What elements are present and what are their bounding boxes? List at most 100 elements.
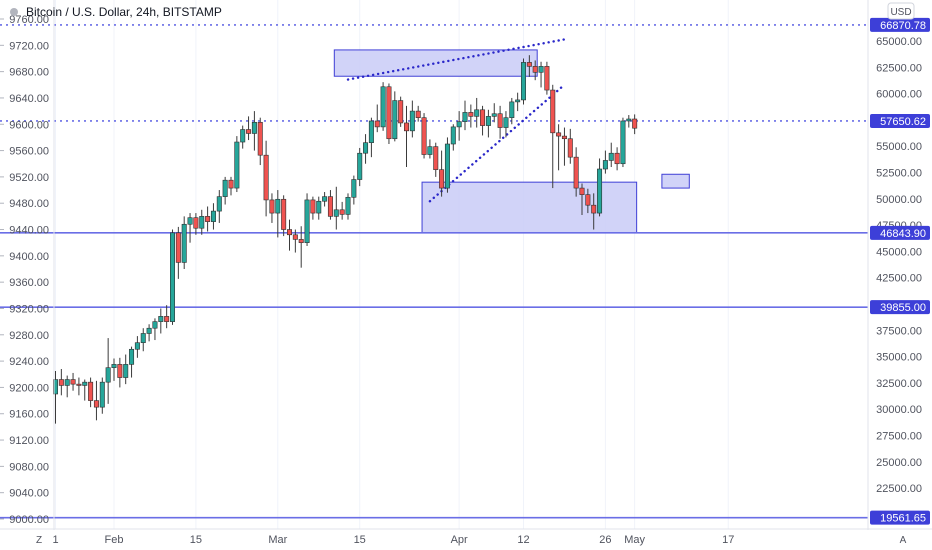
level-price-badge [870,17,930,32]
candles-series [52,55,638,424]
level-price-badge-label: 39855.00 [880,302,926,314]
right-axis-tick-label: 35000.00 [876,352,922,364]
candle-body [579,187,585,195]
candle-body [286,229,292,236]
time-axis-tick-label: 1 [52,534,58,546]
right-axis-tick-label: 62500.00 [876,62,922,74]
candle-body [626,118,632,122]
candle-body [76,383,82,386]
candle-body [170,232,176,322]
left-axis-tick-label: 9120.00 [9,435,49,447]
trendlines [346,38,566,203]
time-axis-tick-label: Apr [451,534,468,546]
candle-body [561,135,567,140]
candle-body [602,160,608,170]
level-price-badge-label: 66870.78 [880,20,926,32]
right-axis-tick-label: 50000.00 [876,194,922,206]
candle-body [228,179,234,189]
candle-body [58,379,64,386]
candle-body [515,99,521,103]
candle-body [526,62,532,67]
candle-body [415,110,421,118]
candle-body [614,152,620,165]
candle-body [439,169,445,189]
horizontal-levels [0,24,868,519]
candle-body [503,117,509,128]
candle-body [427,146,433,155]
candle-body [403,122,409,132]
candle-body [187,217,193,225]
right-axis-tick-label: 60000.00 [876,89,922,101]
left-axis-tick-label: 9280.00 [9,330,49,342]
right-axis-tick-label: 45000.00 [876,246,922,258]
candle-body [117,364,123,378]
candle-body [444,143,450,189]
candle-body [240,129,246,143]
currency-label: USD [890,7,911,18]
candle-body [129,348,135,365]
right-axis-tick-label: 37500.00 [876,325,922,337]
right-axis-tick-label: 22500.00 [876,483,922,495]
candle-body [386,86,392,140]
time-axis-tick-label: 15 [354,534,366,546]
time-axis-tick-label: 26 [599,534,611,546]
left-axis-tick-label: 9400.00 [9,251,49,263]
candle-body [538,66,544,73]
left-axis-tick-label: 9040.00 [9,488,49,500]
candle-body [222,179,228,197]
candle-body [327,196,333,217]
currency-button[interactable] [887,2,915,20]
right-axis-tick-label: 55000.00 [876,141,922,153]
candle-body [620,120,626,165]
left-axis-tick-label: 9440.00 [9,225,49,237]
candle-body [123,364,129,378]
time-axis-tick-label: 12 [517,534,529,546]
left-axis-tick-label: 9240.00 [9,356,49,368]
candle-body [99,381,105,408]
candle-body [550,89,556,134]
candle-body [105,367,111,383]
candle-body [88,381,94,401]
candle-body [52,379,58,395]
level-price-badge-label: 57650.62 [880,116,926,128]
candle-body [82,381,88,386]
candle-body [164,316,170,322]
candle-body [281,198,287,230]
candle-body [450,126,456,145]
candle-body [263,154,269,201]
right-axis-tick-label: 65000.00 [876,36,922,48]
candle-body [433,146,439,170]
candle-body [509,101,515,118]
time-axis-tick-label: Mar [268,534,287,546]
candle-body [556,132,562,137]
candle-body [351,179,357,198]
candle-body [333,209,339,217]
candle-body [146,327,152,334]
zone-rectangle [661,173,690,189]
candle-body [567,138,573,158]
candle-body [246,129,252,134]
candle-body [339,209,345,215]
left-axis-tick-label: 9080.00 [9,461,49,473]
candle-body [392,100,398,140]
candle-body [216,196,222,212]
level-price-badge-label: 46843.90 [880,228,926,240]
auto-scale-button[interactable]: A [900,535,907,546]
candle-body [64,379,70,386]
left-axis-tick-label: 9360.00 [9,277,49,289]
candle-body [251,121,257,134]
candle-body [316,200,322,214]
trendline [346,38,566,81]
candle-body [485,116,491,126]
candle-body [322,196,328,202]
candle-body [199,216,205,229]
left-axis-tick-label: 9680.00 [9,67,49,79]
candle-body [520,62,526,101]
right-axis-tick-label: 27500.00 [876,431,922,443]
level-price-badge-label: 19561.65 [880,513,926,525]
candle-body [269,199,275,214]
zoom-toggle-button[interactable]: Z [36,535,42,546]
candle-body [205,216,211,222]
candle-body [597,168,603,214]
